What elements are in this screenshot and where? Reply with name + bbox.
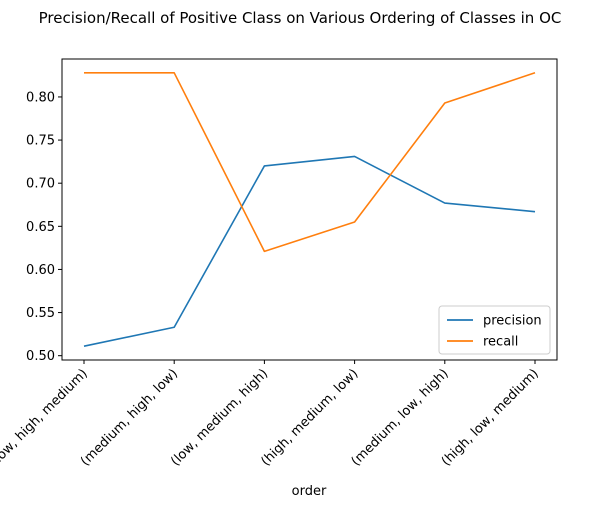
y-tick-label: 0.50 [26,349,55,364]
x-axis: (low, high, medium)(medium, high, low)(l… [0,360,542,469]
y-tick-label: 0.60 [26,263,55,278]
y-tick-label: 0.75 [26,134,55,149]
x-axis-label: order [292,484,327,499]
y-tick-label: 0.80 [26,90,55,105]
chart-title: Precision/Recall of Positive Class on Va… [39,9,562,27]
x-tick-label: (low, high, medium) [0,366,91,469]
y-tick-label: 0.55 [26,306,55,321]
legend-label-precision: precision [483,314,542,329]
y-tick-label: 0.65 [26,220,55,235]
x-tick-label: (medium, high, low) [78,366,181,469]
y-axis: 0.50 0.55 0.60 0.65 0.70 0.75 0.80 [26,90,62,364]
legend-box [438,305,551,355]
x-tick-label: (high, medium, low) [258,366,361,469]
series-line-recall [84,72,536,253]
legend-label-recall: recall [483,335,518,350]
plot-area [61,58,558,361]
legend: precision recall [438,305,551,355]
series-line-precision [83,155,536,347]
series-layer [83,72,536,347]
x-tick-label: (low, medium, high) [168,366,271,469]
x-tick-label: (high, low, medium) [439,366,542,469]
plot-frame [61,58,558,361]
y-tick-label: 0.70 [26,177,55,192]
x-tick-label: (medium, low, high) [349,366,452,469]
